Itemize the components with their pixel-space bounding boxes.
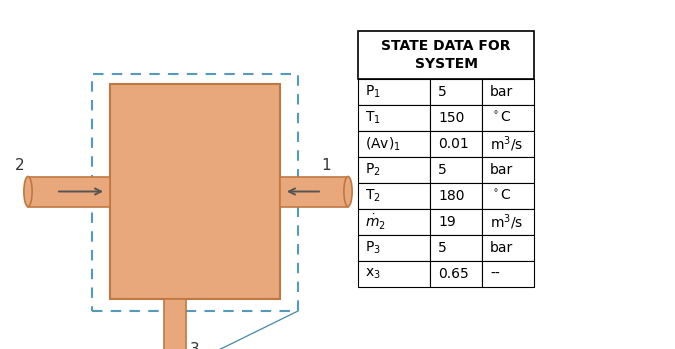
Text: 19: 19 — [438, 215, 456, 229]
Bar — [430, 261, 482, 287]
Text: $\mathrm{T_2}$: $\mathrm{T_2}$ — [365, 188, 381, 204]
Text: $\mathrm{(Av)_1}$: $\mathrm{(Av)_1}$ — [365, 135, 401, 153]
Bar — [430, 131, 482, 157]
Text: 2: 2 — [15, 157, 25, 172]
Text: 5: 5 — [438, 241, 447, 255]
Bar — [482, 157, 534, 183]
Bar — [358, 235, 430, 261]
Text: bar: bar — [490, 85, 513, 99]
Bar — [358, 79, 430, 105]
Bar — [482, 105, 534, 131]
Bar — [482, 131, 534, 157]
Text: $\dot{m}_2$: $\dot{m}_2$ — [365, 213, 386, 231]
Bar — [482, 261, 534, 287]
Text: 1: 1 — [321, 157, 331, 172]
Bar — [482, 209, 534, 235]
Text: $\mathrm{P_1}$: $\mathrm{P_1}$ — [365, 84, 381, 100]
Text: $\mathrm{x_3}$: $\mathrm{x_3}$ — [365, 267, 381, 281]
Bar — [358, 209, 430, 235]
Text: $^\circ\mathrm{C}$: $^\circ\mathrm{C}$ — [490, 111, 512, 125]
Text: 180: 180 — [438, 189, 464, 203]
Bar — [358, 131, 430, 157]
Bar — [430, 157, 482, 183]
Text: bar: bar — [490, 241, 513, 255]
Bar — [430, 79, 482, 105]
Bar — [430, 105, 482, 131]
Text: 0.65: 0.65 — [438, 267, 468, 281]
Text: $\mathrm{T_1}$: $\mathrm{T_1}$ — [365, 110, 381, 126]
Text: STATE DATA FOR
SYSTEM: STATE DATA FOR SYSTEM — [381, 39, 511, 71]
Text: 5: 5 — [438, 163, 447, 177]
Polygon shape — [28, 177, 110, 207]
Polygon shape — [280, 177, 348, 207]
Bar — [482, 79, 534, 105]
Text: --: -- — [490, 267, 500, 281]
Ellipse shape — [344, 177, 352, 207]
Bar — [358, 261, 430, 287]
Text: bar: bar — [490, 163, 513, 177]
Polygon shape — [163, 299, 186, 349]
Text: 5: 5 — [438, 85, 447, 99]
Bar — [482, 183, 534, 209]
Text: 0.01: 0.01 — [438, 137, 468, 151]
Text: $\mathrm{m^3/s}$: $\mathrm{m^3/s}$ — [490, 212, 523, 232]
Text: $\mathrm{m^3/s}$: $\mathrm{m^3/s}$ — [490, 134, 523, 154]
Bar — [430, 209, 482, 235]
Bar — [110, 84, 280, 299]
Bar — [358, 157, 430, 183]
Text: $\mathrm{P_3}$: $\mathrm{P_3}$ — [365, 240, 381, 256]
Text: $^\circ\mathrm{C}$: $^\circ\mathrm{C}$ — [490, 189, 512, 203]
Bar — [430, 235, 482, 261]
Ellipse shape — [24, 177, 32, 207]
Text: 150: 150 — [438, 111, 464, 125]
Bar — [358, 105, 430, 131]
Bar — [430, 183, 482, 209]
Bar — [358, 183, 430, 209]
Bar — [358, 31, 534, 79]
Text: $\mathrm{P_2}$: $\mathrm{P_2}$ — [365, 162, 381, 178]
Bar — [482, 235, 534, 261]
Text: 3: 3 — [190, 342, 199, 349]
